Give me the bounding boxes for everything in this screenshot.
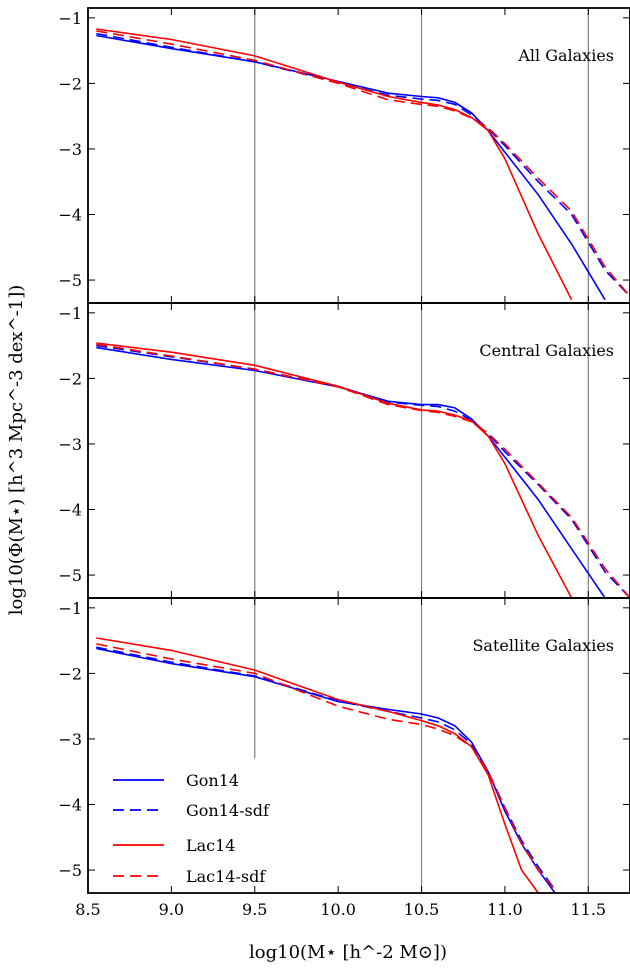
y-tick-label: −3 [58,435,82,454]
y-tick-label: −4 [58,501,82,520]
x-tick-label: 9.5 [242,900,267,919]
x-tick-label: 11.0 [487,900,523,919]
x-axis-label: log10(M⋆ [h^-2 M⊙]) [249,942,447,963]
series-line-lac14-sdf [96,30,630,297]
series-line-gon14-sdf [96,344,630,598]
legend-label-gon14-sdf: Gon14-sdf [186,801,270,820]
series-line-gon14 [96,346,606,598]
panel-title: Central Galaxies [479,341,614,360]
x-tick-label: 10.5 [404,900,440,919]
legend-label-lac14: Lac14 [186,836,235,855]
y-tick-label: −5 [58,566,82,585]
y-tick-label: −1 [58,9,82,28]
series-line-gon14-sdf [96,646,556,891]
series-line-lac14-sdf [96,643,556,891]
series-group [96,342,630,598]
x-tick-label: 9.0 [159,900,184,919]
series-group [96,28,630,301]
x-tick-label: 11.5 [570,900,606,919]
panels-layer: −1 −2 −3 −4 −5 All Galaxies −1 −2 −3 −4 −5 Central … [58,7,630,919]
x-tick-label: 8.5 [75,900,100,919]
y-tick-label: −5 [58,861,82,880]
series-group [96,637,556,893]
x-tick-label: 10.0 [320,900,356,919]
legend: Gon14 Gon14-sdf Lac14 Lac14-sdf [113,771,270,886]
series-line-lac14 [96,28,573,301]
panel-3: −1 −2 −3 −4 −5 8.5 9.0 9.5 10.0 10.5 11.0 11.5 Satel… [58,597,630,919]
panel-frame [87,597,630,894]
panel-title: Satellite Galaxies [472,636,614,655]
y-tick-label: −4 [58,206,82,225]
y-tick-label: −3 [58,140,82,159]
series-line-lac14 [96,637,539,893]
legend-label-gon14: Gon14 [186,771,239,790]
y-tick-label: −2 [58,74,82,93]
y-tick-label: −3 [58,730,82,749]
y-tick-label: −4 [58,796,82,815]
y-tick-label: −1 [58,599,82,618]
panel-1: −1 −2 −3 −4 −5 All Galaxies [58,7,630,304]
y-tick-label: −2 [58,664,82,683]
y-tick-label: −5 [58,271,82,290]
y-tick-label: −2 [58,369,82,388]
y-axis-label: log10(Φ(M⋆) [h^3 Mpc^-3 dex^-1]) [6,285,27,616]
series-line-lac14 [96,342,573,598]
legend-label-lac14-sdf: Lac14-sdf [186,867,266,886]
series-line-lac14-sdf [96,343,630,598]
panel-2: −1 −2 −3 −4 −5 Central Galaxies [58,302,630,599]
panel-title: All Galaxies [517,46,614,65]
y-tick-label: −1 [58,304,82,323]
